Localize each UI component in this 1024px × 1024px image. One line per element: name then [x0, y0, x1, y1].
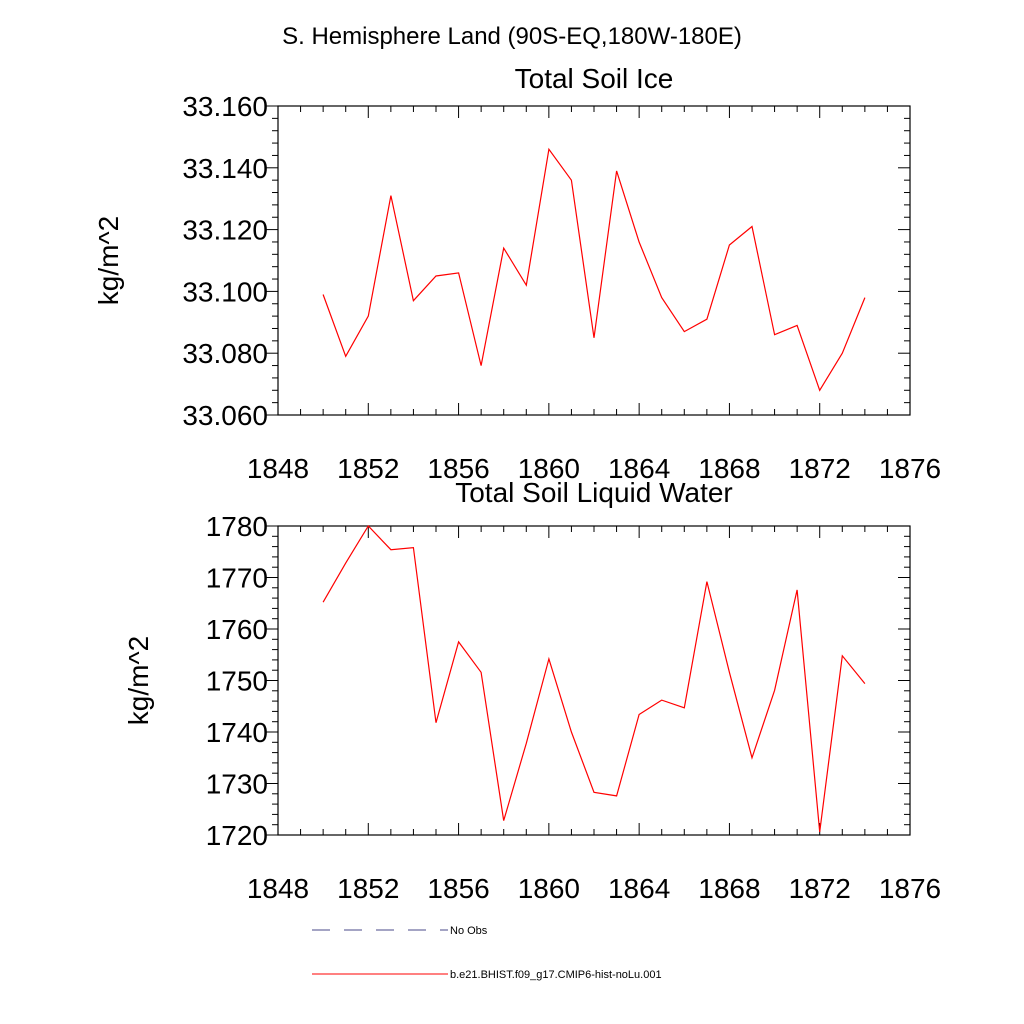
y-tick-label: 33.060 — [182, 400, 268, 431]
legend-label: b.e21.BHIST.f09_g17.CMIP6-hist-noLu.001 — [450, 969, 662, 981]
x-tick-label: 1852 — [337, 453, 399, 484]
legend-label: No Obs — [450, 925, 488, 937]
y-tick-label: 33.100 — [182, 276, 268, 307]
y-tick-label: 33.080 — [182, 338, 268, 369]
figure-title: S. Hemisphere Land (90S-EQ,180W-180E) — [282, 23, 742, 50]
x-tick-label: 1860 — [518, 873, 580, 904]
y-tick-label: 1780 — [206, 511, 268, 542]
x-tick-label: 1872 — [789, 453, 851, 484]
x-tick-label: 1872 — [789, 873, 851, 904]
chart-title: Total Soil Ice — [515, 63, 674, 94]
y-tick-label: 33.120 — [182, 215, 268, 246]
x-tick-label: 1868 — [698, 873, 760, 904]
y-tick-label: 33.160 — [182, 91, 268, 122]
chart-title: Total Soil Liquid Water — [455, 477, 733, 508]
series-line — [322, 147, 866, 392]
y-tick-label: 1750 — [206, 666, 268, 697]
series-line — [322, 525, 866, 832]
chart-panel-1: Total Soil Ice kg/m^2 1848 1852 1856 1860 1864… — [93, 63, 941, 484]
y-tick-label: 1760 — [206, 614, 268, 645]
x-tick-label: 1856 — [427, 453, 489, 484]
chart-panels: Total Soil Ice kg/m^2 1848 1852 1856 1860 1864… — [93, 63, 941, 904]
x-tick-label: 1860 — [518, 453, 580, 484]
x-tick-label: 1856 — [427, 873, 489, 904]
y-tick-label: 1720 — [206, 820, 268, 851]
y-tick-label: 1770 — [206, 563, 268, 594]
x-tick-label: 1852 — [337, 873, 399, 904]
x-tick-label: 1876 — [879, 453, 941, 484]
x-tick-label: 1876 — [879, 873, 941, 904]
plot-frame — [277, 105, 911, 416]
y-tick-label: 33.140 — [182, 153, 268, 184]
y-tick-label: 1740 — [206, 717, 268, 748]
x-tick-label: 1864 — [608, 453, 670, 484]
y-axis-label: kg/m^2 — [93, 216, 124, 305]
chart-panel-2: Total Soil Liquid Water kg/m^2 1848 1852 185… — [123, 477, 941, 904]
x-tick-label: 1848 — [247, 453, 309, 484]
x-tick-label: 1868 — [698, 453, 760, 484]
y-axis-label: kg/m^2 — [123, 636, 154, 725]
y-tick-label: 1730 — [206, 769, 268, 800]
legend: No Obs b.e21.BHIST.f09_g17.CMIP6-hist-noL… — [312, 925, 662, 981]
x-tick-label: 1864 — [608, 873, 670, 904]
x-tick-label: 1848 — [247, 873, 309, 904]
